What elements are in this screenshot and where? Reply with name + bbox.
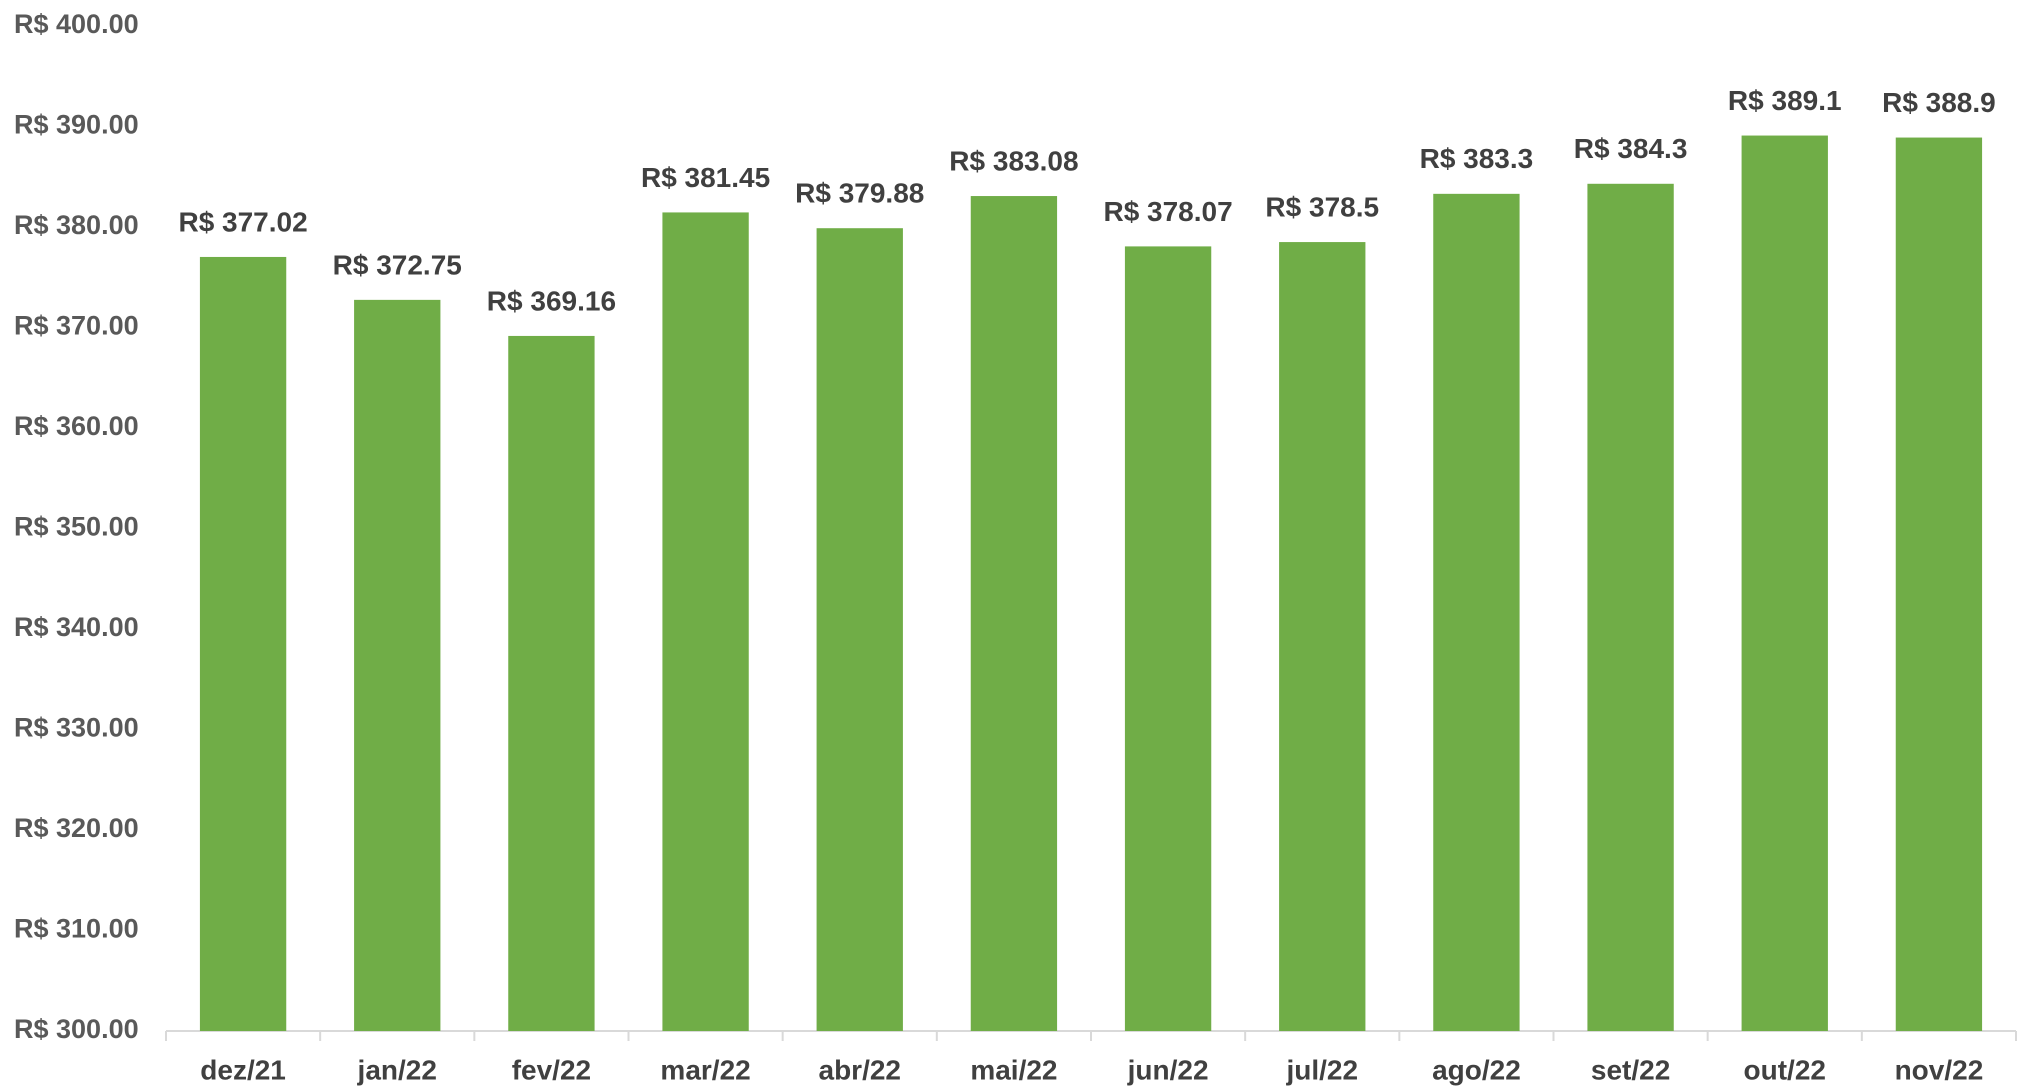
data-label: R$ 378.07 [1103, 196, 1232, 227]
bar [816, 228, 903, 1031]
bar [508, 335, 595, 1031]
bar [1587, 183, 1674, 1031]
y-tick-label: R$ 320.00 [14, 813, 139, 843]
x-tick-label: nov/22 [1895, 1054, 1984, 1085]
y-tick-label: R$ 400.00 [14, 9, 139, 39]
data-label: R$ 388.9 [1882, 87, 1996, 118]
y-tick-label: R$ 380.00 [14, 210, 139, 240]
data-label: R$ 383.08 [949, 145, 1078, 176]
y-tick-label: R$ 330.00 [14, 713, 139, 743]
y-tick-label: R$ 300.00 [14, 1014, 139, 1044]
bar [970, 196, 1058, 1031]
x-tick-label: fev/22 [512, 1054, 591, 1085]
data-label: R$ 379.88 [795, 178, 924, 209]
x-tick-label: mar/22 [660, 1054, 750, 1085]
y-tick-label: R$ 360.00 [14, 411, 139, 441]
data-label: R$ 377.02 [178, 206, 307, 237]
x-tick-label: dez/21 [200, 1054, 286, 1085]
x-tick-label: abr/22 [819, 1054, 902, 1085]
bar [199, 256, 287, 1032]
bar [662, 212, 749, 1032]
x-tick-label: jan/22 [357, 1054, 437, 1085]
data-label: R$ 369.16 [487, 285, 616, 316]
data-label: R$ 381.45 [641, 162, 770, 193]
bar [1741, 135, 1828, 1032]
data-label: R$ 383.3 [1420, 143, 1534, 174]
x-tick-label: ago/22 [1432, 1054, 1521, 1085]
x-tick-label: mai/22 [970, 1054, 1057, 1085]
y-tick-label: R$ 370.00 [14, 311, 139, 341]
data-label: R$ 378.5 [1265, 191, 1379, 222]
y-tick-label: R$ 310.00 [14, 914, 139, 944]
data-label: R$ 384.3 [1574, 133, 1688, 164]
bar [354, 299, 441, 1031]
bar [1433, 193, 1520, 1031]
x-tick-label: jul/22 [1285, 1054, 1358, 1085]
x-tick-label: out/22 [1744, 1054, 1826, 1085]
bar [1124, 246, 1212, 1032]
y-tick-label: R$ 390.00 [14, 110, 139, 140]
bar [1895, 137, 1983, 1031]
x-tick-label: set/22 [1591, 1054, 1670, 1085]
bar [1279, 242, 1366, 1031]
data-label: R$ 389.1 [1728, 85, 1842, 116]
y-tick-label: R$ 340.00 [14, 612, 139, 642]
x-tick-label: jun/22 [1127, 1054, 1209, 1085]
data-label: R$ 372.75 [333, 249, 462, 280]
y-tick-label: R$ 350.00 [14, 512, 139, 542]
